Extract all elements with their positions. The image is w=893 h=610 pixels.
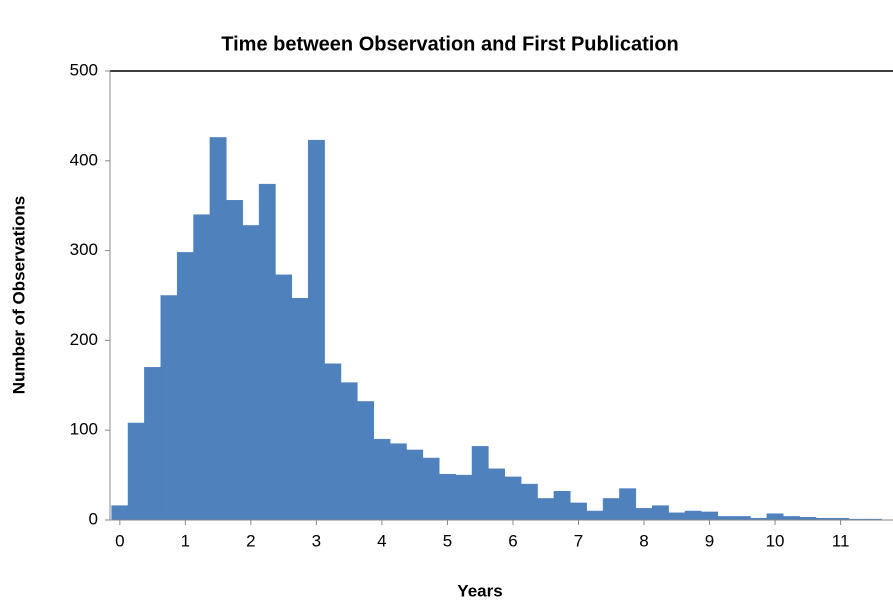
bar <box>504 476 522 521</box>
bar <box>668 512 686 521</box>
bar <box>651 505 669 521</box>
bar <box>357 401 374 521</box>
bar <box>766 513 784 521</box>
bar <box>291 297 309 521</box>
bar <box>307 139 325 521</box>
y-axis-label: Number of Observations <box>9 196 28 394</box>
y-tick-label: 300 <box>70 240 98 259</box>
bar <box>242 225 260 521</box>
x-tick-label: 2 <box>246 531 255 550</box>
bar <box>406 449 424 521</box>
y-tick-label: 0 <box>89 509 98 528</box>
bar <box>717 516 735 521</box>
bar <box>111 505 129 521</box>
bar <box>127 422 145 521</box>
x-tick-label: 7 <box>574 531 583 550</box>
bar <box>340 382 358 521</box>
bar <box>324 363 342 521</box>
y-tick-label: 200 <box>70 330 98 349</box>
bar <box>275 274 293 521</box>
x-tick-label: 3 <box>312 531 321 550</box>
bar <box>176 252 194 521</box>
y-tick-label: 400 <box>70 150 98 169</box>
bar <box>160 295 178 521</box>
x-tick-label: 8 <box>639 531 648 550</box>
bar <box>553 491 571 521</box>
bar <box>193 214 211 521</box>
x-tick-label: 0 <box>115 531 124 550</box>
bar <box>570 502 587 521</box>
bar <box>226 200 243 521</box>
bar <box>635 508 653 521</box>
bar <box>373 438 391 521</box>
bar <box>488 468 506 521</box>
y-tick-label: 100 <box>70 420 98 439</box>
x-tick-label: 1 <box>181 531 190 550</box>
bar <box>422 457 440 521</box>
bar <box>537 498 555 521</box>
x-axis-label: Years <box>457 581 502 600</box>
bar <box>455 474 473 521</box>
bar <box>586 510 604 521</box>
x-tick-label: 5 <box>443 531 452 550</box>
x-tick-label: 11 <box>832 531 850 550</box>
bar <box>471 446 489 521</box>
bar <box>619 488 637 521</box>
x-tick-label: 10 <box>766 531 785 550</box>
x-tick-label: 4 <box>377 531 386 550</box>
bar <box>389 443 407 521</box>
chart-title: Time between Observation and First Publi… <box>221 33 679 55</box>
bar <box>733 516 751 521</box>
bar <box>209 137 227 521</box>
bar <box>258 183 276 521</box>
bar <box>602 498 620 521</box>
bar <box>701 511 718 521</box>
bar <box>144 367 162 521</box>
bar <box>520 483 538 521</box>
x-tick-label: 6 <box>508 531 517 550</box>
bar <box>684 510 702 521</box>
bar <box>782 516 800 521</box>
bar <box>439 473 456 521</box>
y-tick-label: 500 <box>70 60 98 79</box>
x-tick-label: 9 <box>705 531 714 550</box>
